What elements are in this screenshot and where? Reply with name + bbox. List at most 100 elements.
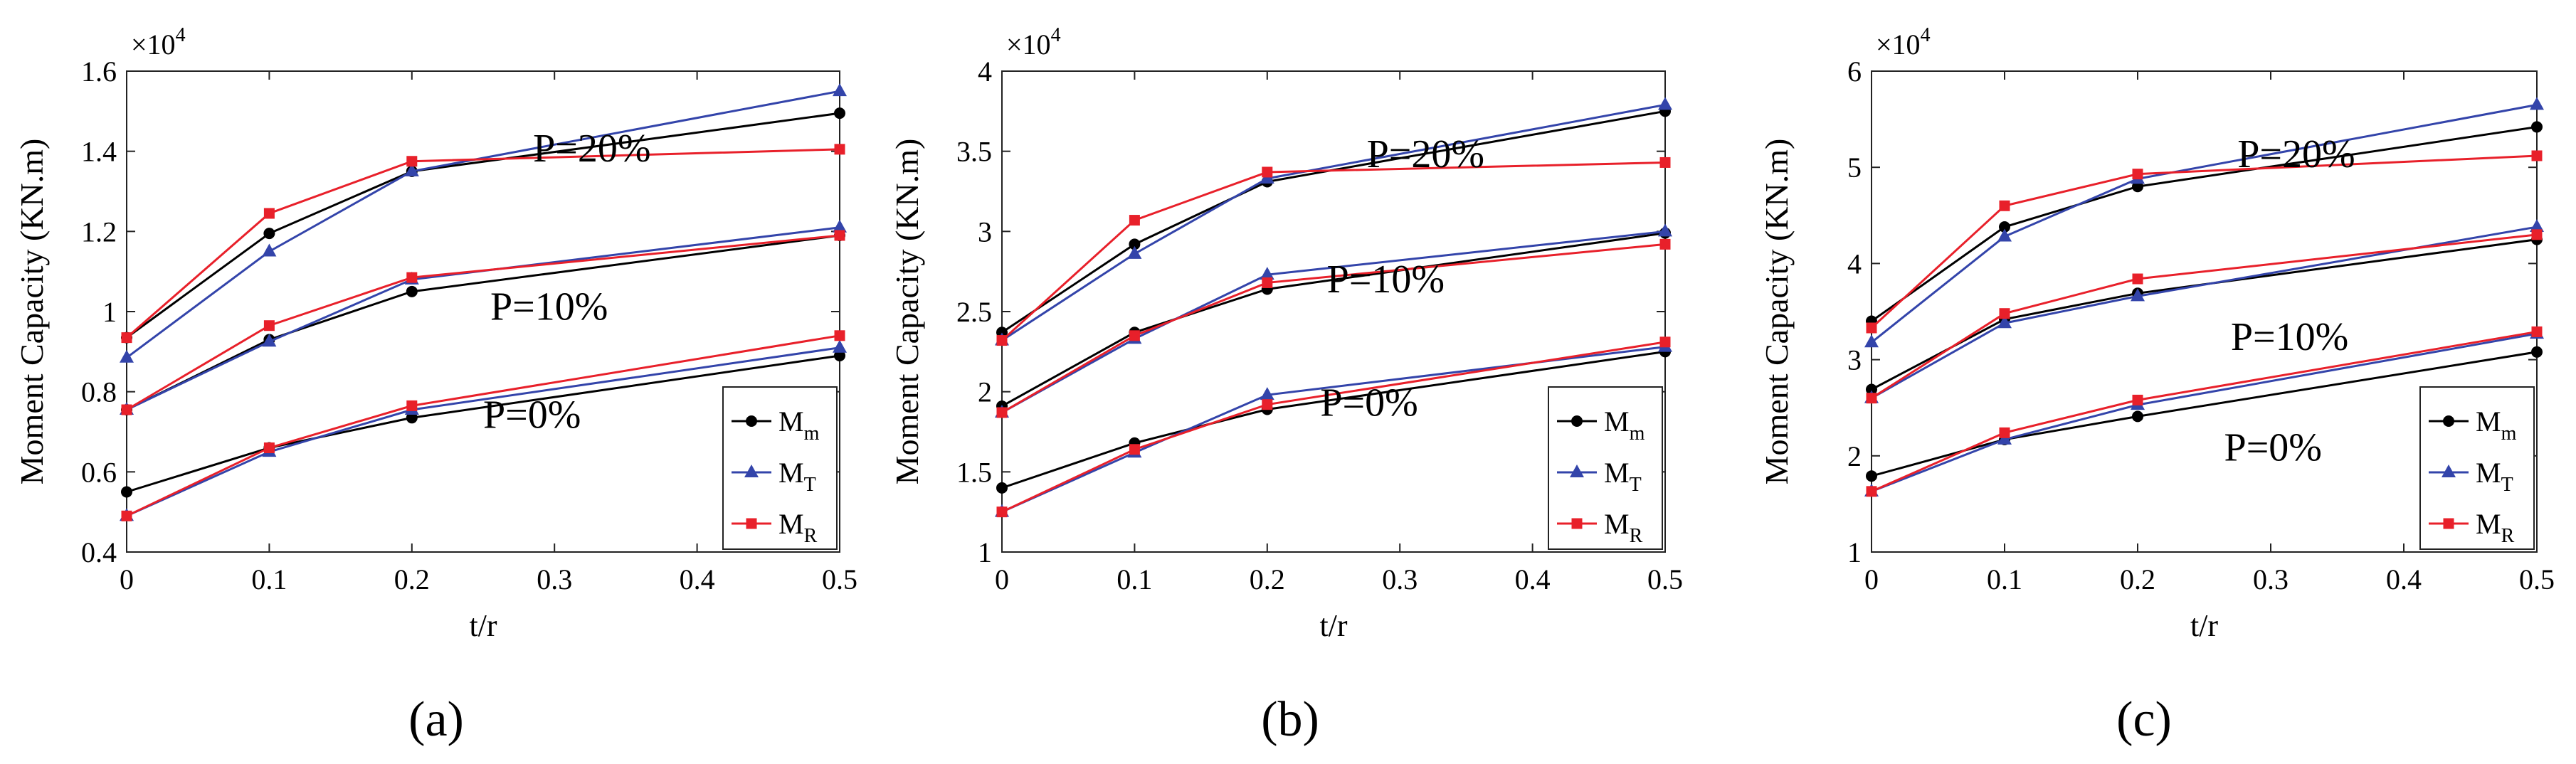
- legend-label-base: M: [778, 457, 804, 489]
- data-point: [121, 510, 132, 521]
- x-tick-label: 0.3: [537, 563, 572, 595]
- legend-label-sub: m: [2501, 423, 2517, 445]
- legend-label-sub: R: [804, 525, 818, 547]
- y-tick-label: 5: [1847, 152, 1862, 184]
- data-point: [833, 339, 847, 353]
- data-point: [121, 404, 132, 415]
- legend-marker: [1571, 415, 1583, 427]
- y-tick-label: 1.5: [956, 456, 992, 488]
- data-point: [2131, 288, 2145, 302]
- data-point: [2530, 97, 2544, 110]
- data-point: [406, 285, 418, 297]
- y-multiplier-base: ×10: [1006, 28, 1051, 60]
- data-point: [121, 486, 132, 498]
- data-point: [1658, 97, 1672, 110]
- data-point: [2531, 121, 2543, 133]
- x-tick-label: 0.1: [251, 563, 287, 595]
- legend-label-sub: R: [2501, 525, 2515, 547]
- series-line-m-r: [126, 234, 840, 411]
- legend-label: MR: [778, 508, 818, 547]
- series-line-m-t: [1871, 103, 2538, 344]
- x-axis-label: t/r: [469, 608, 497, 643]
- series-line-m-r: [1001, 243, 1666, 414]
- legend-marker: [2443, 518, 2454, 529]
- panel-label-a: (a): [408, 692, 464, 747]
- legend-label-base: M: [2476, 405, 2501, 437]
- series-line-m-t: [126, 90, 840, 359]
- series-line-m-t: [126, 226, 840, 411]
- data-point: [406, 156, 418, 167]
- y-tick-label: 1: [102, 296, 117, 328]
- y-tick-label: 0.4: [81, 536, 117, 568]
- data-point: [834, 349, 845, 361]
- legend-label: MT: [2476, 457, 2513, 496]
- series-line-m-m: [1871, 238, 2538, 391]
- series-line-m-t: [1001, 346, 1666, 514]
- data-point: [2531, 346, 2543, 358]
- series-line-m-t: [126, 346, 840, 517]
- data-point: [1129, 238, 1141, 250]
- legend-marker: [2442, 465, 2456, 477]
- data-point: [2530, 219, 2544, 233]
- legend-marker: [2443, 415, 2454, 427]
- x-tick-label: 0.5: [2519, 563, 2555, 595]
- x-axis-label: t/r: [1319, 608, 1347, 643]
- legend-label-base: M: [778, 405, 804, 437]
- data-point: [404, 163, 419, 176]
- y-tick-label: 3.5: [956, 136, 992, 168]
- x-tick-label: 0.4: [1515, 563, 1551, 595]
- data-point: [834, 330, 845, 341]
- data-point: [1997, 228, 2012, 242]
- series-line-m-r: [1001, 161, 1666, 341]
- data-point: [833, 83, 847, 97]
- x-tick-label: 0.2: [2120, 563, 2155, 595]
- data-point: [121, 332, 132, 344]
- series-line-m-r: [126, 334, 840, 517]
- legend-label-sub: R: [1630, 525, 1643, 547]
- series-line-m-m: [126, 112, 840, 339]
- data-point: [1262, 399, 1273, 410]
- legend-box: [1548, 386, 1663, 550]
- data-point: [1658, 223, 1672, 237]
- y-tick-label: 3: [978, 216, 992, 248]
- annotation-label: P=10%: [490, 285, 608, 329]
- data-point: [2531, 150, 2543, 161]
- data-point: [262, 243, 277, 257]
- data-point: [1127, 245, 1142, 259]
- panel-label-c: (c): [2116, 692, 2172, 747]
- series-line-m-m: [126, 234, 840, 411]
- legend-label-sub: T: [2501, 474, 2513, 496]
- data-point: [1262, 166, 1273, 178]
- series-line-m-m: [126, 354, 840, 493]
- series-line-m-t: [1001, 103, 1666, 341]
- series-line-m-t: [1871, 226, 2538, 399]
- data-point: [263, 442, 275, 454]
- data-point: [1260, 387, 1274, 400]
- data-point: [406, 400, 418, 411]
- legend-label-sub: m: [1630, 423, 1645, 445]
- data-point: [120, 349, 134, 363]
- data-point: [833, 219, 847, 233]
- legend-marker: [746, 415, 757, 427]
- legend-label: MR: [1604, 508, 1643, 547]
- x-tick-label: 0.4: [680, 563, 715, 595]
- legend-label: Mm: [778, 405, 820, 445]
- legend-marker: [1570, 465, 1584, 477]
- y-tick-label: 2.5: [956, 296, 992, 328]
- data-point: [2132, 410, 2143, 423]
- annotation-label: P=20%: [533, 127, 650, 171]
- x-tick-label: 0.2: [1250, 563, 1285, 595]
- data-point: [1999, 308, 2010, 319]
- data-point: [1866, 393, 1877, 404]
- data-point: [834, 144, 845, 155]
- y-multiplier-exponent: 4: [1051, 24, 1061, 46]
- data-point: [1999, 221, 2010, 233]
- data-point: [262, 334, 277, 347]
- data-point: [834, 107, 845, 120]
- series-line-m-t: [1871, 332, 2538, 493]
- y-multiplier-base: ×10: [1876, 28, 1921, 60]
- data-point: [1866, 470, 1877, 482]
- series-line-m-m: [1871, 125, 2538, 322]
